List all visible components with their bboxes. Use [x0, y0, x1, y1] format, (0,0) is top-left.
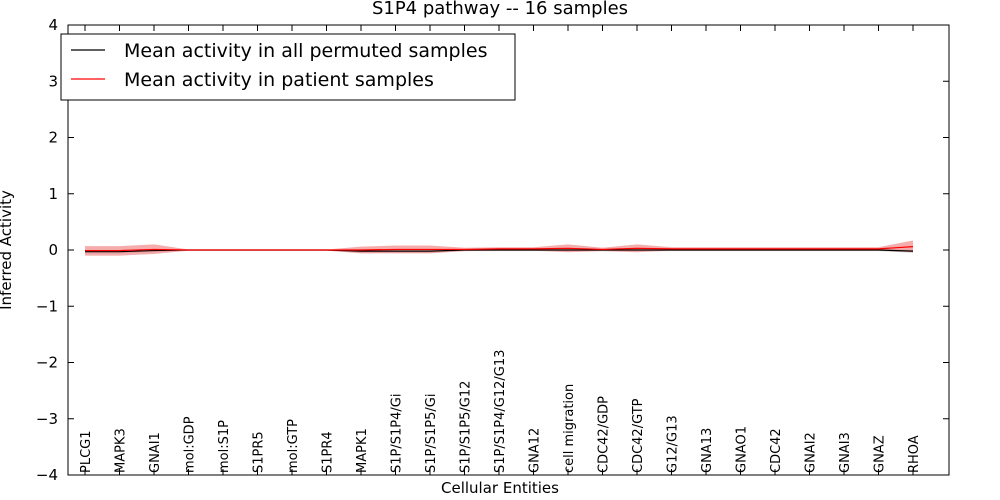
- y-tick-label: 3: [48, 72, 58, 90]
- legend-label-permuted: Mean activity in all permuted samples: [124, 40, 487, 62]
- x-category-label: S1P/S1P5/G12: [459, 381, 474, 473]
- line-series-1: [85, 246, 914, 252]
- x-category-label: S1P/S1P4/Gi: [390, 394, 405, 473]
- y-tick-label: 2: [48, 129, 58, 147]
- legend-box: [60, 33, 516, 101]
- x-category-label: S1PR5: [252, 431, 267, 473]
- x-category-label: GNAZ: [873, 435, 888, 473]
- y-axis-title: Inferred Activity: [0, 190, 15, 310]
- y-tick-label: −4: [36, 466, 58, 484]
- x-category-label: RHOA: [907, 435, 922, 473]
- y-tick-label: 0: [48, 241, 58, 259]
- x-category-label: CDC42/GTP: [631, 398, 646, 473]
- x-category-label: PLCG1: [79, 430, 94, 473]
- x-category-label: GNAI1: [148, 432, 163, 473]
- x-category-label: GNAI2: [804, 432, 819, 473]
- y-tick-label: −2: [36, 354, 58, 372]
- x-category-label: GNAO1: [735, 426, 750, 473]
- y-tick-label: 4: [48, 16, 58, 34]
- series-lines: [85, 246, 914, 253]
- y-tick-label: 1: [48, 185, 58, 203]
- x-axis-title: Cellular Entities: [441, 479, 559, 497]
- x-category-label: MAPK3: [114, 428, 129, 473]
- x-category-label: mol:S1P: [217, 420, 232, 473]
- legend: Mean activity in all permuted samples Me…: [60, 33, 516, 101]
- y-tick-labels: 4 3 2 1 0 −1 −2 −3 −4: [36, 16, 58, 484]
- x-category-label: GNA13: [700, 428, 715, 473]
- legend-label-patient: Mean activity in patient samples: [124, 69, 434, 91]
- x-category-label: GNA12: [528, 428, 543, 473]
- x-category-label: mol:GTP: [286, 419, 301, 473]
- y-tick-label: −1: [36, 297, 58, 315]
- x-category-label: G12/G13: [666, 415, 681, 473]
- x-category-label: S1P/S1P5/Gi: [424, 394, 439, 473]
- x-category-label: mol:GDP: [183, 416, 198, 473]
- y-tick-label: −3: [36, 410, 58, 428]
- band-series-1: [85, 240, 913, 256]
- x-category-label: S1P/S1P4/G12/G13: [493, 350, 508, 473]
- chart-title: S1P4 pathway -- 16 samples: [372, 0, 628, 19]
- x-category-label: CDC42: [769, 428, 784, 473]
- x-category-label: MAPK1: [355, 428, 370, 473]
- x-category-label: GNAI3: [838, 432, 853, 473]
- confidence-bands: [85, 240, 913, 256]
- x-category-label: S1PR4: [321, 431, 336, 473]
- x-category-label: cell migration: [562, 384, 577, 473]
- plot-frame: [67, 24, 950, 476]
- x-category-label: CDC42/GDP: [597, 396, 612, 473]
- x-category-labels: PLCG1 MAPK3 GNAI1 mol:GDP mol:S1P S1PR5 mol:GT…: [79, 350, 922, 473]
